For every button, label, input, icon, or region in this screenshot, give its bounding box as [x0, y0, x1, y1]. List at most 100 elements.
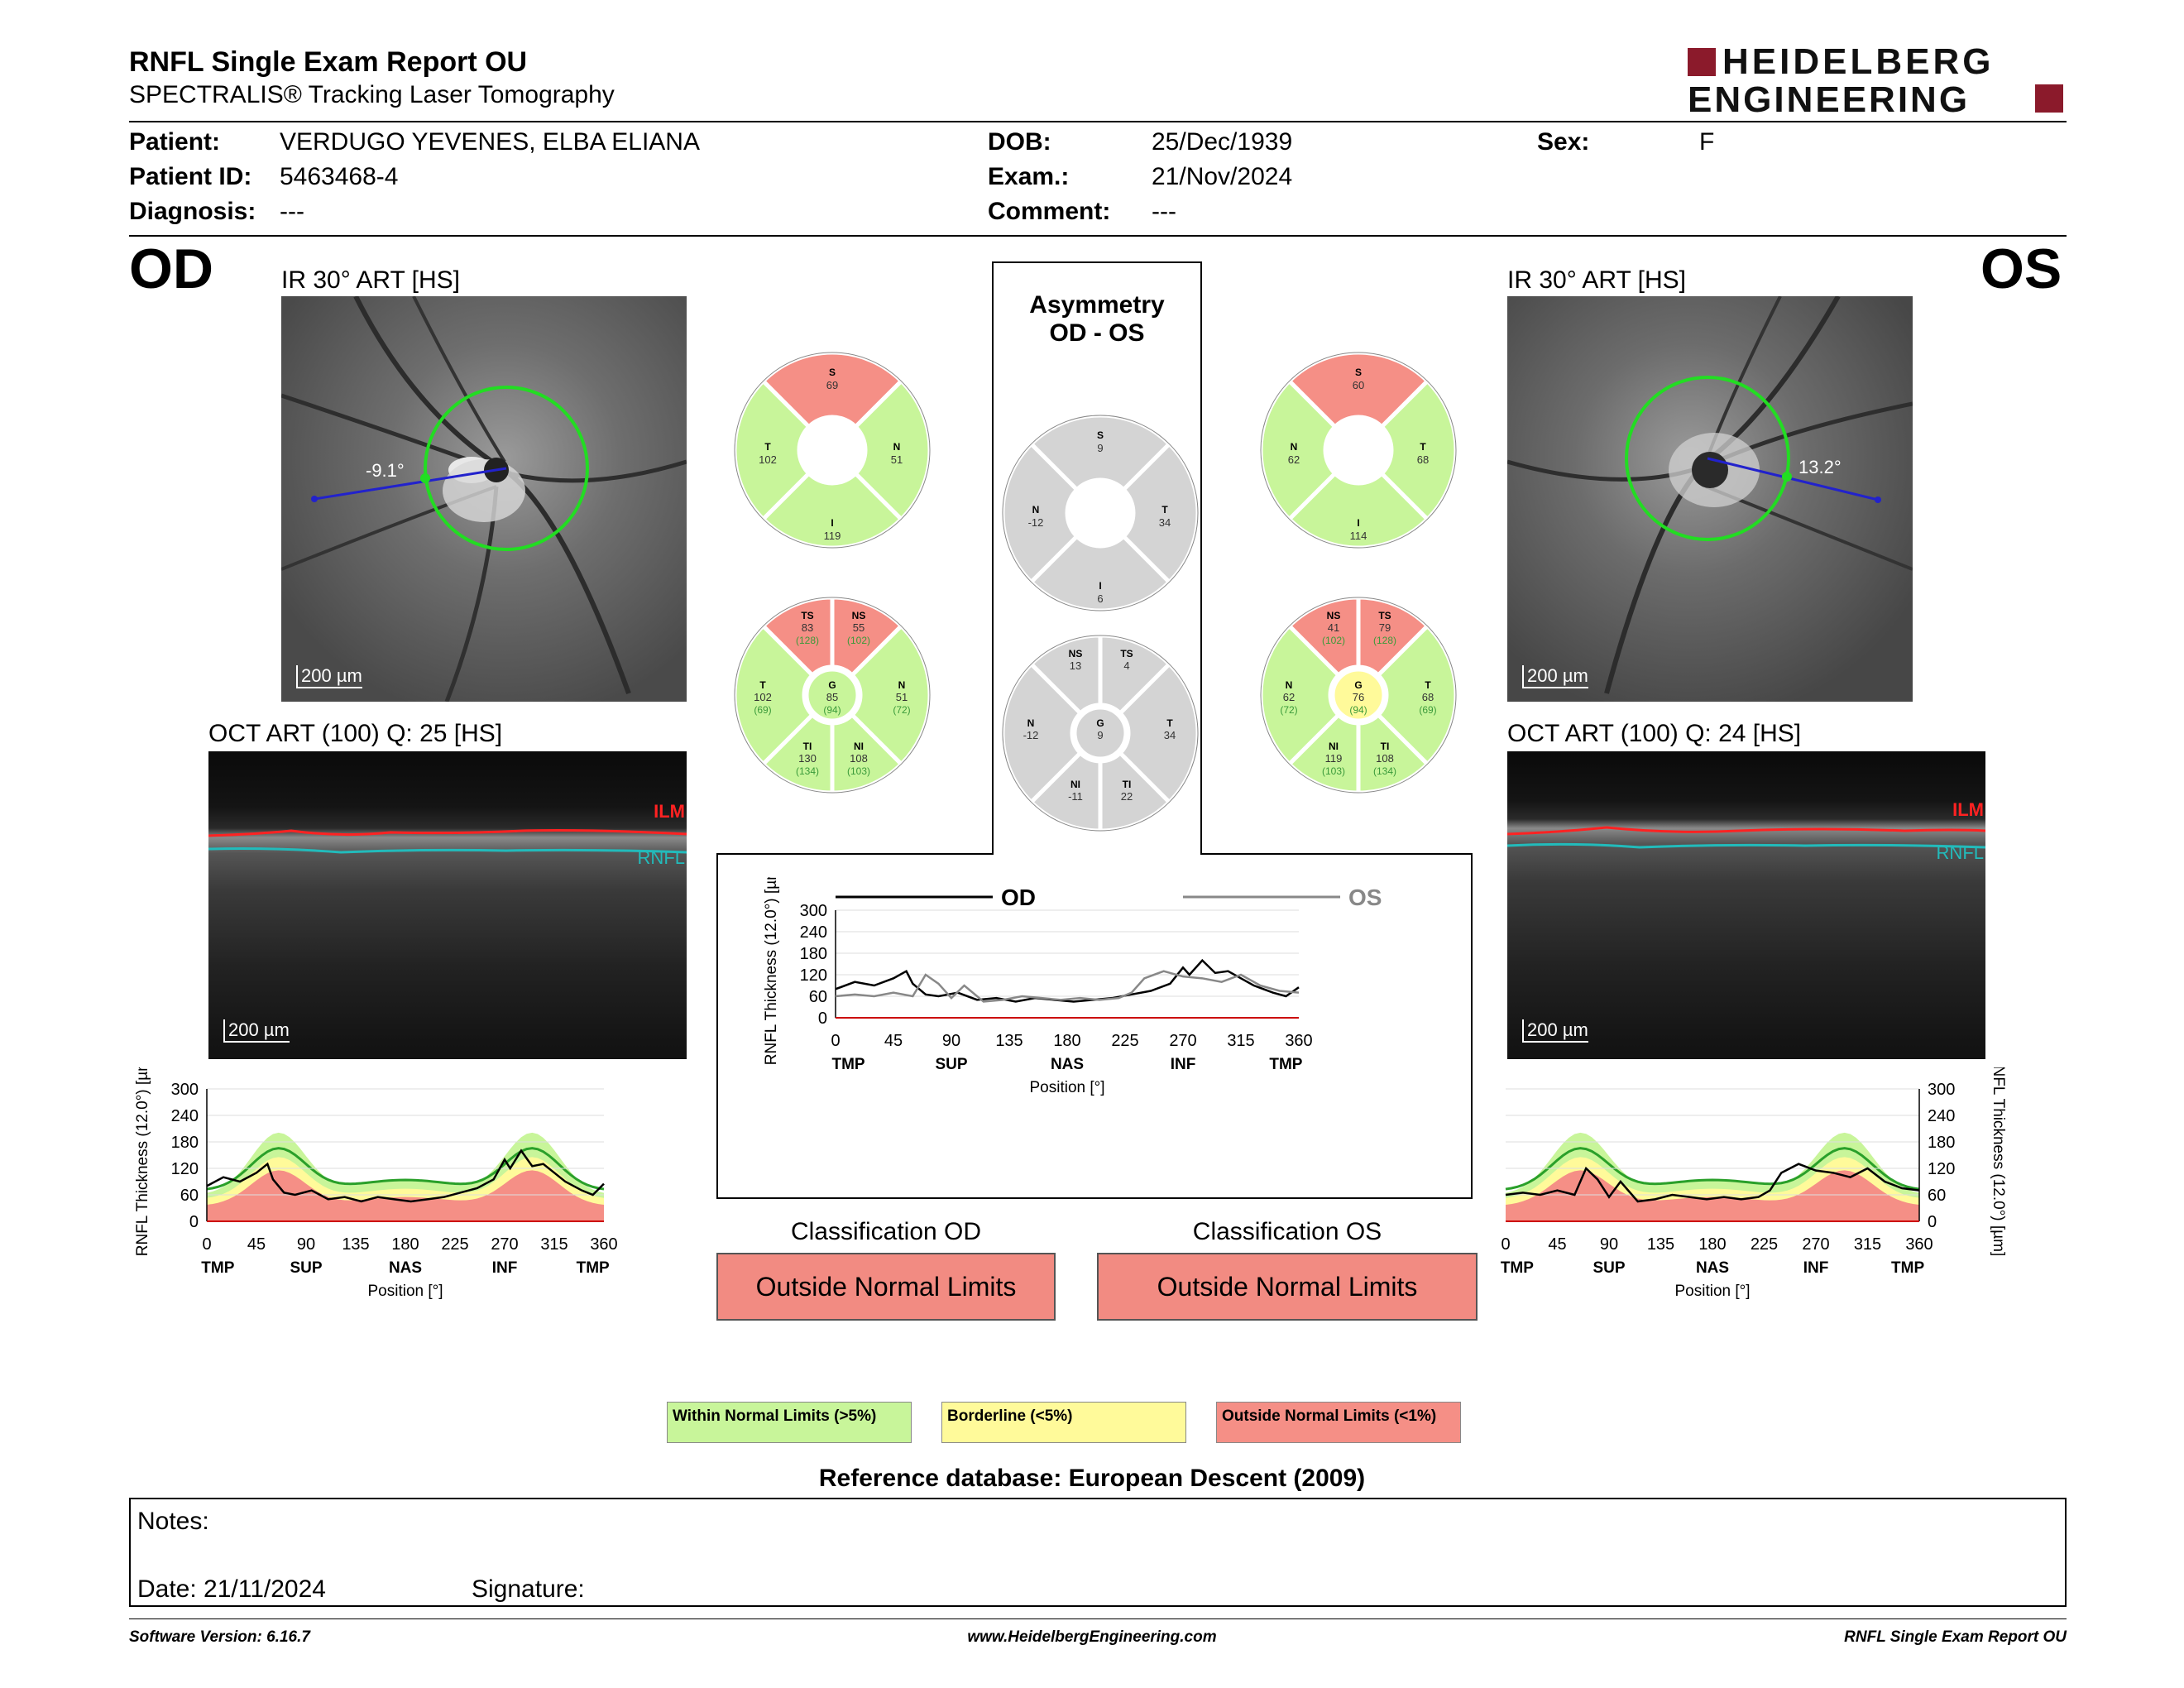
sector-axis-label: TMP: [201, 1259, 234, 1277]
x-tick-label: 180: [1698, 1235, 1726, 1254]
od-sector-6: TS 83 (128) NS 55 (102) T 102 (69) N 51 (72) TI 130 (1…: [732, 595, 932, 795]
od-ir-caption: IR 30° ART [HS]: [281, 266, 460, 294]
od-ilm-label: ILM: [654, 801, 685, 822]
diagnosis-label: Diagnosis:: [129, 198, 256, 225]
asymmetry-frame: [716, 261, 1473, 1199]
sector-key: T: [1425, 679, 1431, 691]
dob-label: DOB:: [988, 128, 1051, 156]
sector-key: TS: [1120, 648, 1133, 659]
x-tick-label: 90: [1600, 1235, 1618, 1254]
y-axis-label: RNFL Thickness (12.0°) [µm]: [1990, 1067, 2007, 1256]
x-tick-label: 135: [342, 1235, 369, 1254]
od-ir-scale: 200 µm: [296, 665, 362, 688]
sector-ref: (128): [1373, 635, 1396, 646]
sector-key: TI: [1381, 741, 1390, 752]
sector-value: 83: [802, 621, 813, 634]
sector-g: [1074, 707, 1127, 760]
x-tick-label: 90: [942, 1032, 960, 1050]
sector-ref: (94): [1349, 704, 1367, 716]
notes-box[interactable]: Notes: Date: 21/11/2024 Signature:: [129, 1498, 2067, 1607]
sector-g: [1332, 669, 1385, 722]
os-label: OS: [1980, 237, 2062, 300]
sector-value: 76: [1353, 691, 1364, 703]
normative-band: [207, 1170, 604, 1221]
sector-ref: (134): [796, 765, 819, 777]
sector-axis-label: NAS: [1051, 1056, 1084, 1073]
signature-label: Signature:: [472, 1575, 585, 1603]
comment-label: Comment:: [988, 198, 1111, 225]
os-sector-6: NS 41 (102) TS 79 (128) N 62 (72) T 68 (69) NI 119 (10…: [1258, 595, 1458, 795]
y-tick-label: 0: [818, 1009, 827, 1028]
exam-label: Exam.:: [988, 163, 1070, 190]
date-label: Date: 21/11/2024: [137, 1575, 326, 1603]
os-ir-image: 13.2° 200 µm: [1507, 296, 1913, 702]
sector-ref: (102): [847, 635, 870, 646]
sector-ref: (72): [1280, 704, 1297, 716]
sector-key: G: [1354, 679, 1362, 691]
sector-key: T: [1161, 504, 1168, 516]
x-tick-label: 270: [491, 1235, 518, 1254]
sex: F: [1699, 128, 1715, 156]
sector-key: N: [1286, 679, 1293, 691]
sector-key: NI: [1070, 779, 1080, 790]
sector-key: TI: [1123, 779, 1132, 790]
y-tick-label: 300: [1928, 1081, 1955, 1099]
sector-key: I: [1099, 580, 1101, 592]
os-ilm-label: ILM: [1952, 799, 1984, 820]
asym-sector-6: NS 13 TS 4 N -12 T 34 NI -11 TI 22 G 9: [1000, 633, 1200, 833]
x-tick-label: 0: [1501, 1235, 1510, 1254]
sector-ref: (69): [754, 704, 771, 716]
od-oct-caption: OCT ART (100) Q: 25 [HS]: [208, 720, 503, 747]
patient-name: VERDUGO YEVENES, ELBA ELIANA: [280, 128, 700, 156]
sector-key: N: [1027, 717, 1035, 729]
sector-key: NS: [852, 610, 866, 621]
sector-value: 22: [1121, 790, 1133, 803]
sector-axis-label: INF: [492, 1259, 518, 1277]
od-oct-image: ILM RNFL 200 µm: [208, 751, 687, 1059]
sector-value: -11: [1068, 790, 1083, 803]
os-sector-4: S 60 N 62 I 114 T 68: [1258, 350, 1458, 550]
y-axis-label: RNFL Thickness (12.0°) [µm]: [763, 877, 780, 1065]
comparison-chart: 0 60 120 180 240 300 0 45 90 135 180 225 270 315 360 TM…: [763, 877, 1382, 1096]
sector-value: 9: [1097, 442, 1103, 454]
sector-key: S: [1355, 367, 1362, 378]
classification-od-value: Outside Normal Limits: [716, 1253, 1056, 1321]
sector-value: 51: [896, 691, 908, 703]
series-line-OS: [835, 970, 1300, 1003]
sector-axis-label: TMP: [577, 1259, 610, 1277]
classification-od-label: Classification OD: [790, 1218, 982, 1245]
sector-axis-label: SUP: [935, 1056, 967, 1073]
logo-line1: HEIDELBERG: [1722, 41, 1995, 82]
diagnosis: ---: [280, 198, 304, 225]
dob: 25/Dec/1939: [1152, 128, 1293, 156]
os-ir-angle: 13.2°: [1798, 457, 1842, 477]
sector-value: 60: [1353, 379, 1364, 391]
od-ir-image: -9.1° 200 µm: [281, 296, 687, 702]
sector-ref: (128): [796, 635, 819, 646]
x-tick-label: 360: [1905, 1235, 1933, 1254]
x-tick-label: 135: [1647, 1235, 1674, 1254]
sector-key: N: [1291, 441, 1298, 453]
os-thickness-chart: 0 60 120 180 240 300 0 45 90 135 180 225 270 315 360 TM…: [1501, 1067, 2007, 1300]
sector-value: 108: [1376, 752, 1394, 765]
x-tick-label: 0: [831, 1032, 840, 1050]
sector-g: [806, 669, 859, 722]
x-tick-label: 360: [590, 1235, 617, 1254]
sector-axis-label: NAS: [389, 1259, 422, 1277]
sector-value: 68: [1422, 691, 1434, 703]
sector-key: NS: [1069, 648, 1083, 659]
y-tick-label: 240: [171, 1107, 199, 1125]
logo-line2: ENGINEERING: [1688, 79, 1971, 120]
patient-id: 5463468-4: [280, 163, 399, 190]
sector-value: -12: [1028, 516, 1044, 529]
x-tick-label: 90: [297, 1235, 315, 1254]
series-line-0: [1505, 1163, 1920, 1203]
y-tick-label: 300: [171, 1081, 199, 1099]
sector-value: 102: [759, 453, 777, 466]
sector-key: I: [1357, 517, 1359, 529]
sector-key: S: [829, 367, 836, 378]
sector-key: N: [898, 679, 906, 691]
sector-key: NI: [854, 741, 864, 752]
comment: ---: [1152, 198, 1176, 225]
website-link[interactable]: www.HeidelbergEngineering.com: [967, 1628, 1217, 1646]
